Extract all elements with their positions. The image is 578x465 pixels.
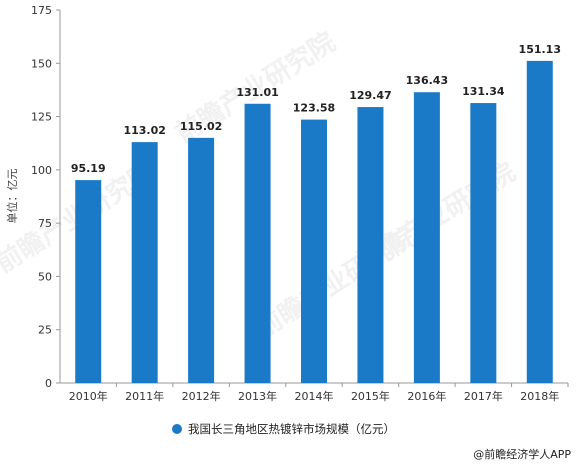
legend-marker [172,424,182,434]
y-tick-label: 50 [38,270,52,283]
x-tick-label: 2016年 [407,389,446,403]
y-tick-label: 100 [31,164,52,177]
legend-label: 我国长三角地区热镀锌市场规模（亿元） [188,422,395,436]
bar-series [75,60,553,384]
x-tick-label: 2017年 [464,389,503,403]
x-tick-label: 2013年 [238,389,277,403]
bar [131,142,158,383]
data-labels: 95.19 113.02 115.02 131.01 123.58 129.47 136.4… [71,43,561,175]
y-tick-label: 0 [45,377,52,390]
data-label: 95.19 [71,162,106,175]
bar [244,103,271,384]
x-tick-label: 2012年 [182,389,221,403]
bar [188,137,215,383]
x-tick-label: 2015年 [351,389,390,403]
credit-text: @前瞻经济学人APP [473,447,571,461]
x-tick-label: 2014年 [295,389,334,403]
watermark-text: 前瞻产业研究院 [250,221,421,344]
x-tick-label: 2011年 [125,389,164,403]
bar [470,103,497,384]
x-axis-ticks: 2010年 2011年 2012年 2013年 2014年 2015年 2016年 2017年… [69,383,569,403]
y-tick-label: 175 [31,4,52,17]
bar [413,92,440,383]
x-tick-label: 2018年 [520,389,559,403]
y-tick-label: 150 [31,57,52,70]
legend: 我国长三角地区热镀锌市场规模（亿元） [172,422,395,436]
bar [301,119,327,384]
data-label: 123.58 [293,102,335,115]
data-label: 136.43 [406,74,448,87]
y-axis-title: 单位：亿元 [5,169,19,224]
data-label: 151.13 [519,43,561,56]
data-label: 131.34 [462,85,505,98]
y-tick-label: 25 [38,324,52,337]
bar [75,180,102,383]
y-axis-ticks: 0 25 50 75 100 125 150 175 [31,4,60,390]
data-label: 131.01 [236,86,278,99]
x-tick-label: 2010年 [69,389,108,403]
y-tick-label: 125 [31,111,52,124]
bar [526,60,553,384]
data-label: 129.47 [349,89,391,102]
bar [357,107,384,383]
y-tick-label: 75 [38,217,52,230]
data-label: 115.02 [180,120,222,133]
data-label: 113.02 [123,124,165,137]
